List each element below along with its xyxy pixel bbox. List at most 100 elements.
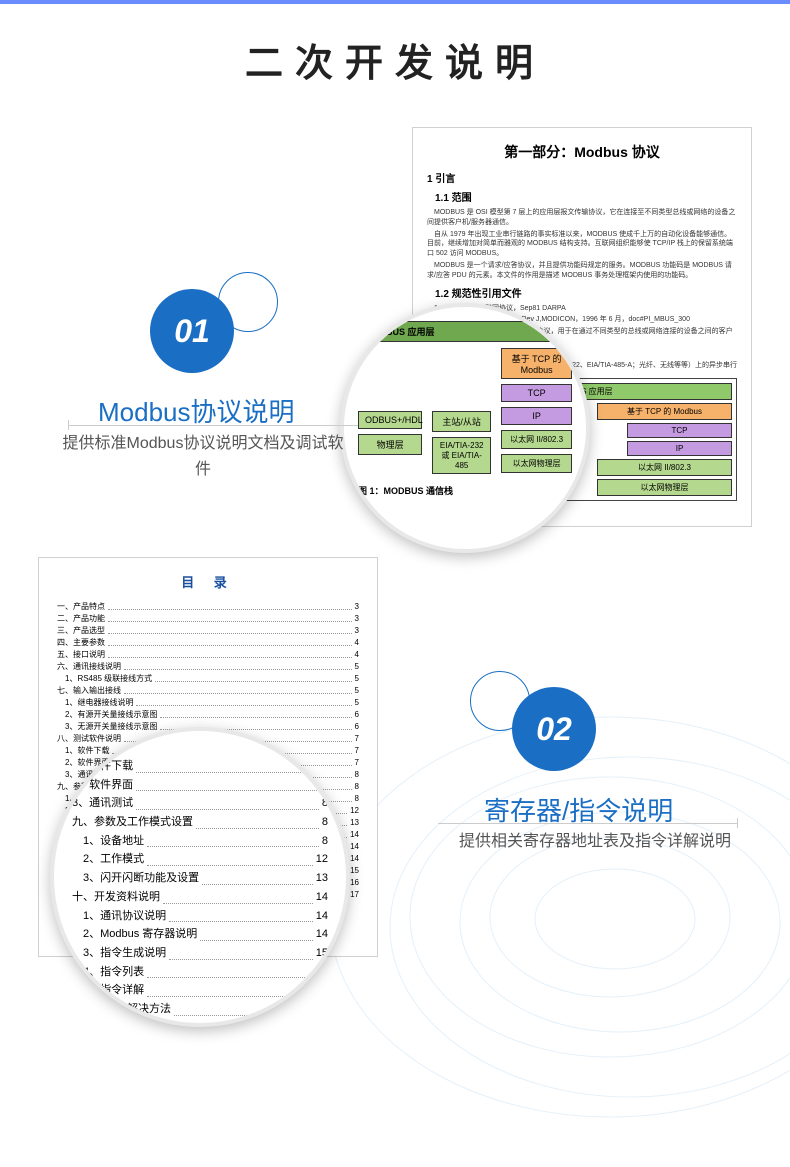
doc1-h1: 1 引言 xyxy=(427,170,737,185)
toc-page: 13 xyxy=(316,869,328,888)
mag1-eia: EIA/TIA-232 或 EIA/TIA-485 xyxy=(432,437,491,474)
toc-label: 四、主要参数 xyxy=(57,637,105,649)
section2-divider xyxy=(438,823,738,824)
toc-label: 1、通讯协议说明 xyxy=(72,907,166,926)
doc1-p2: 自从 1979 年出现工业串行链路的事实标准以来，MODBUS 使成千上万的自动… xyxy=(427,230,737,259)
toc-row: 3、指令生成说明15 xyxy=(72,944,328,963)
toc-dots xyxy=(202,869,313,885)
mag1-tcp: TCP xyxy=(501,384,572,402)
toc-dots xyxy=(136,794,319,810)
toc-row: 2、软件界面7 xyxy=(72,776,328,795)
toc-page: 7 xyxy=(355,733,359,745)
top-accent-bar xyxy=(0,0,790,4)
toc-dots xyxy=(196,813,319,829)
toc-row: 3、闪开闪断功能及设置13 xyxy=(72,869,328,888)
doc1-h12: 1.2 规范性引用文件 xyxy=(435,285,737,300)
toc-row: 1、RS485 级联接线方式5 xyxy=(57,673,359,685)
toc-heading: 目 录 xyxy=(57,572,359,591)
section2-subtitle: 提供相关寄存器地址表及指令详解说明 xyxy=(450,829,740,855)
toc-page: 3 xyxy=(355,601,359,613)
mag1-master: 主站/从站 xyxy=(432,411,491,432)
toc-label: 一、产品特点 xyxy=(57,601,105,613)
toc-row: 九、参数及工作模式设置8 xyxy=(72,813,328,832)
magnifier-modbus: MODBUS 应用层 ODBUS+/HDL 物理层 主站/从站 EIA/TIA-… xyxy=(340,303,590,553)
toc-label: 4、指令列表 xyxy=(72,963,144,982)
toc-label: 1、RS485 级联接线方式 xyxy=(57,673,152,685)
toc-row: 二、产品功能3 xyxy=(57,613,359,625)
toc-page: 14 xyxy=(350,853,359,865)
toc-dots xyxy=(108,625,352,634)
mag1-ip: IP xyxy=(501,407,572,425)
toc-row: 4、指令列表 16 xyxy=(72,963,328,982)
doc1-p1: MODBUS 是 OSI 模型第 7 层上的应用层报文传输协议，它在连接至不同类… xyxy=(427,208,737,228)
toc-row: 一、产品特点 3 xyxy=(57,601,359,613)
section-modbus: 第一部分：Modbus 协议 1 引言 1.1 范围 MODBUS 是 OSI … xyxy=(0,127,790,547)
toc-page: 4 xyxy=(355,649,359,661)
stack-eth: 以太网 II/802.3 xyxy=(597,459,732,476)
section1-divider xyxy=(68,425,358,426)
toc-label: 3、通讯测试 xyxy=(72,794,133,813)
toc-row: 七、输入输出接线5 xyxy=(57,685,359,697)
toc-label: 5、指令详解 xyxy=(72,981,144,1000)
stack-ip: IP xyxy=(627,441,732,456)
toc-dots xyxy=(147,832,319,848)
toc-label: 五、接口说明 xyxy=(57,649,105,661)
toc-row: 1、通讯协议说明 14 xyxy=(72,907,328,926)
mag1-ethphy: 以太网物理层 xyxy=(501,454,572,473)
toc-dots xyxy=(124,661,352,670)
toc-page: 7 xyxy=(355,757,359,769)
magnifier-toc: 1、软件下载72、软件界面73、通讯测试8九、参数及工作模式设置8 1、设备地址… xyxy=(50,727,350,1027)
toc-row: 1、设备地址8 xyxy=(72,832,328,851)
toc-row: 十、开发资料说明14 xyxy=(72,888,328,907)
toc-dots xyxy=(174,1000,325,1016)
toc-page: 16 xyxy=(316,963,328,982)
toc-label: 1、设备地址 xyxy=(72,832,144,851)
toc-label: 3、无源开关量接线示意图 xyxy=(57,721,157,733)
toc-page: 4 xyxy=(355,637,359,649)
toc-row: 六、通讯接线说明5 xyxy=(57,661,359,673)
toc-label: 2、Modbus 寄存器说明 xyxy=(72,925,197,944)
toc-page: 6 xyxy=(355,721,359,733)
toc-page: 3 xyxy=(355,625,359,637)
toc-page: 16 xyxy=(350,877,359,889)
toc-page: 8 xyxy=(355,769,359,781)
toc-page: 5 xyxy=(355,661,359,673)
toc-page: 8 xyxy=(322,813,328,832)
toc-page: 14 xyxy=(316,907,328,926)
toc-dots xyxy=(160,709,351,718)
toc-dots xyxy=(147,963,313,979)
toc-row: 五、接口说明 4 xyxy=(57,649,359,661)
stack-tcp: TCP xyxy=(627,423,732,438)
section1-subtitle: 提供标准Modbus协议说明文档及调试软件 xyxy=(58,431,348,482)
toc-page: 3 xyxy=(355,613,359,625)
doc1-p3: MODBUS 是一个请求/应答协议，并且提供功能码规定的服务。MODBUS 功能… xyxy=(427,261,737,281)
toc-dots xyxy=(108,649,352,658)
toc-row: 2、有源开关量接线示意图6 xyxy=(57,709,359,721)
toc-page: 14 xyxy=(350,829,359,841)
toc-row: 3、通讯测试 8 xyxy=(72,794,328,813)
doc1-h11: 1.1 范围 xyxy=(435,189,737,204)
toc-label: 1、软件下载 xyxy=(57,745,109,757)
toc-row: 见问题与解决方法 xyxy=(72,1000,328,1019)
toc-row: 三、产品选型 3 xyxy=(57,625,359,637)
toc-page: 14 xyxy=(316,888,328,907)
toc-dots xyxy=(147,850,313,866)
toc-label: 3、指令生成说明 xyxy=(72,944,166,963)
mag1-phy: 物理层 xyxy=(358,434,422,455)
toc-dots xyxy=(108,601,352,610)
badge-01: 01 xyxy=(150,289,234,373)
mag1-hdl: ODBUS+/HDL xyxy=(358,411,422,429)
toc-page: 5 xyxy=(355,685,359,697)
toc-label: 三、产品选型 xyxy=(57,625,105,637)
toc-dots xyxy=(108,613,352,622)
toc-dots xyxy=(136,757,319,773)
toc-label: 2、有源开关量接线示意图 xyxy=(57,709,157,721)
toc-dots xyxy=(163,888,313,904)
toc-label: 八、测试软件说明 xyxy=(57,733,121,745)
toc-dots xyxy=(169,944,313,960)
toc-page: 7 xyxy=(355,745,359,757)
toc-page: 8 xyxy=(322,794,328,813)
section-register: 目 录 一、产品特点3二、产品功能3三、产品选型3四、主要参数4五、接口说明4六… xyxy=(0,557,790,1027)
toc-list-mag: 1、软件下载72、软件界面73、通讯测试8九、参数及工作模式设置8 1、设备地址… xyxy=(54,731,346,1027)
page-title: 二次开发说明 xyxy=(0,32,790,87)
